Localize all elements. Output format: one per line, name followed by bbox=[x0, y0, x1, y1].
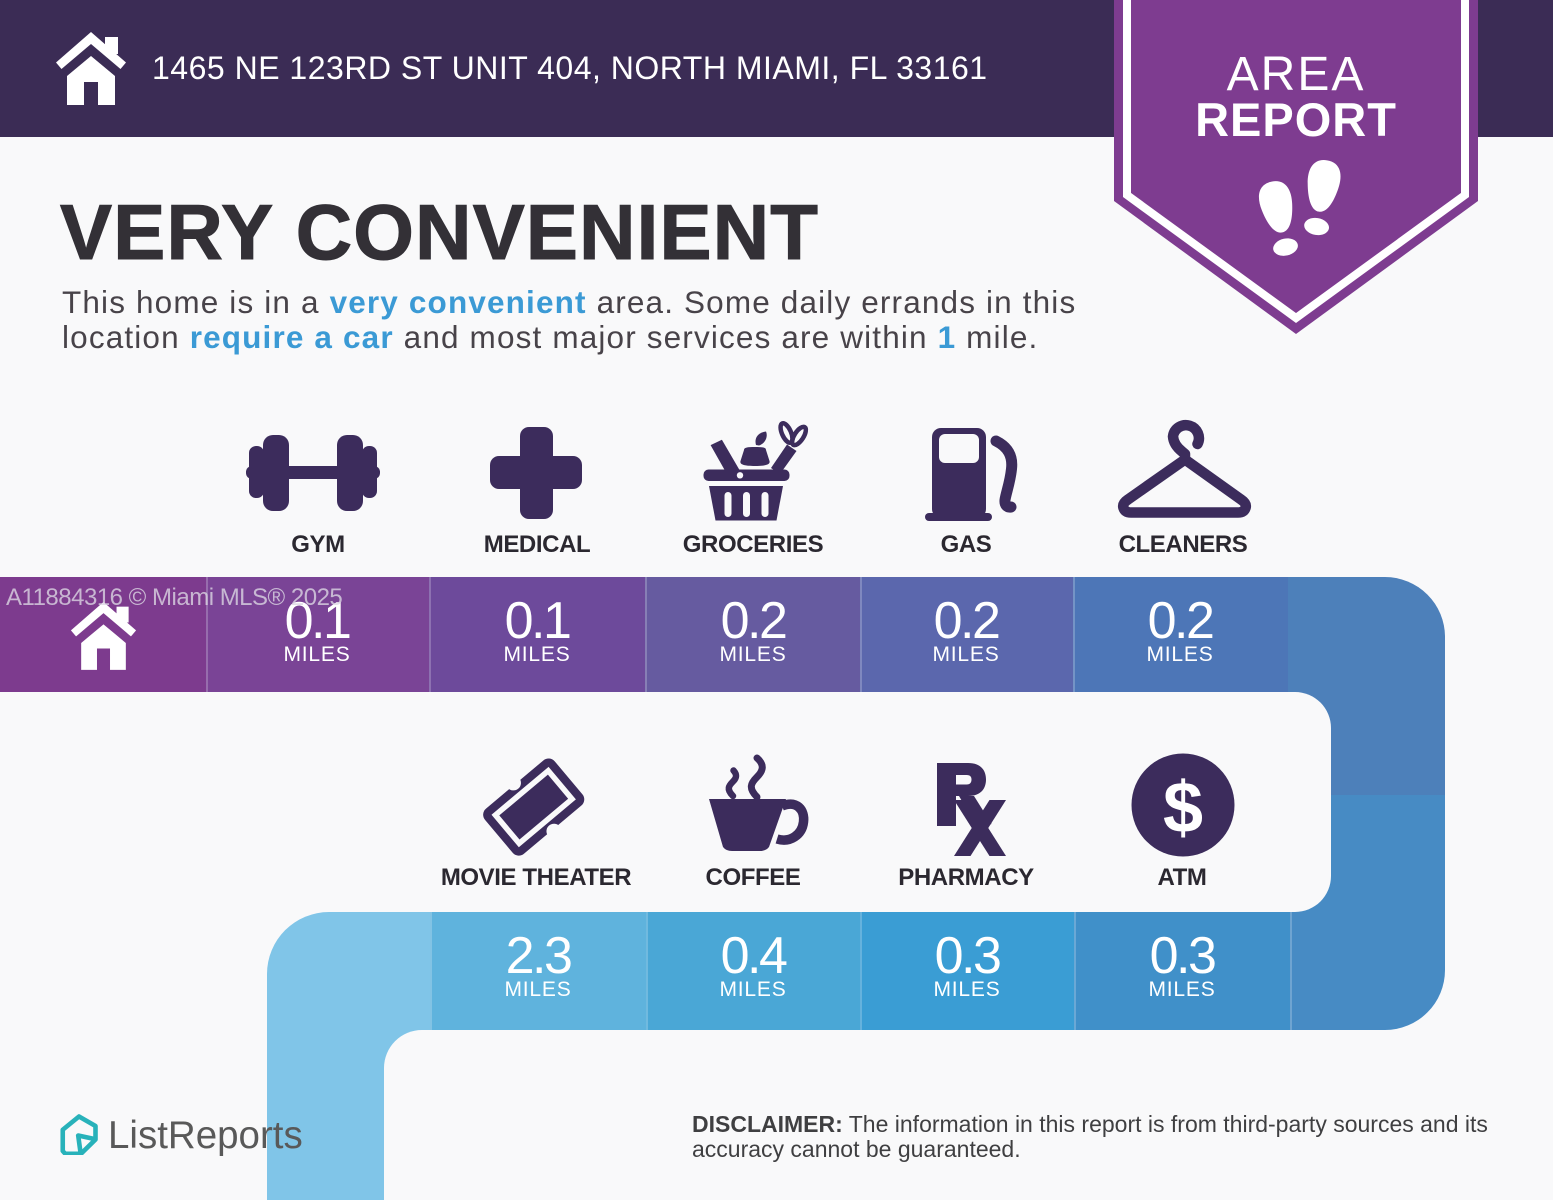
svg-text:$: $ bbox=[1163, 768, 1203, 848]
svg-text:AREA: AREA bbox=[1227, 48, 1366, 101]
svg-text:REPORT: REPORT bbox=[1195, 93, 1397, 146]
